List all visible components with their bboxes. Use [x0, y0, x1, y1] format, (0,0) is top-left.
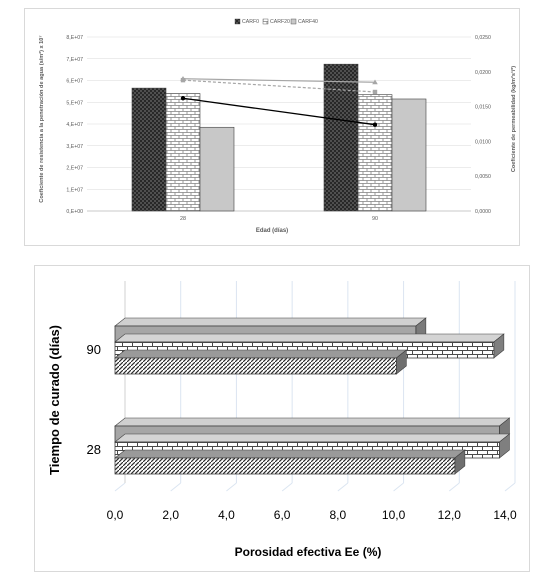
y2-axis-title: Coeficiente de permeabilidad (kg/m²s¹/²) [510, 66, 517, 172]
y-tick-label: 90 [87, 342, 101, 357]
x-axis-title: Edad (días) [256, 228, 288, 234]
x-tick-label: 12,0 [438, 508, 462, 522]
permeability-line-2 [182, 78, 376, 83]
bar-series-2-28-top [114, 433, 511, 443]
y2-tick-label: 0,0250 [475, 35, 491, 41]
permeability-line-3 [182, 79, 376, 93]
bar-series-3-90-top [114, 317, 427, 327]
bar-carf40-28 [199, 126, 235, 212]
y-tick-label: 7,E+07 [66, 57, 83, 63]
y-tick-label: 3,E+07 [66, 144, 83, 150]
y2-tick-label: 0,0200 [475, 70, 491, 76]
gridline-floor [281, 482, 293, 492]
x-tick-label: 90 [372, 216, 378, 222]
legend-swatch-carf40 [290, 18, 297, 25]
bar-carf20-28 [165, 93, 201, 212]
legend-label-carf0: CARF0 [242, 19, 259, 25]
x-tick-label: 28 [180, 216, 186, 222]
bar-series-1-28 [114, 457, 456, 475]
x-tick-label: 14,0 [493, 508, 517, 522]
legend-swatch-carf20 [262, 18, 269, 25]
x-tick-label: 10,0 [382, 508, 406, 522]
bar-series-3-28-top [114, 417, 511, 427]
bar-carf0-28 [131, 87, 167, 212]
permeability-point-3-28 [180, 77, 186, 83]
chart-panel-porosity: 0,0 2,0 4,0 6,0 8,0 10,0 12,0 14,0 28 90 Porosida… [34, 265, 530, 572]
y2-tick-label: 0,0150 [475, 105, 491, 111]
y-tick-label: 1,E+07 [66, 187, 83, 193]
x-tick-label: 0,0 [107, 508, 124, 522]
gridline-floor [337, 482, 349, 492]
y-tick-label: 6,E+07 [66, 79, 83, 85]
legend-label-carf20: CARF20 [270, 19, 290, 25]
chart-panel-permeability: 0,E+00 1,E+07 2,E+07 3,E+07 4,E+07 5,E+07 6,E+… [24, 8, 520, 246]
permeability-point-1-28 [180, 96, 186, 101]
y-tick-label: 28 [87, 442, 101, 457]
legend-label-carf40: CARF40 [298, 19, 318, 25]
y-axis-title: Coeficiente de resistencia a la penetrac… [38, 35, 45, 203]
permeability-point-3-90 [372, 89, 378, 95]
x-tick-label: 8,0 [330, 508, 347, 522]
y2-tick-label: 0,0050 [475, 174, 491, 180]
x-tick-label: 4,0 [218, 508, 235, 522]
gridline-floor [114, 482, 126, 492]
y-tick-label: 2,E+07 [66, 166, 83, 172]
gridline-floor [170, 482, 182, 492]
permeability-point-1-90 [372, 122, 378, 127]
bar-carf40-90 [391, 98, 427, 212]
x-axis-title: Porosidad efectiva Ee (%) [235, 545, 382, 559]
gridline-floor [504, 482, 516, 492]
y-tick-label: 8,E+07 [66, 35, 83, 41]
bar-series-1-90-top [114, 349, 408, 359]
legend-swatch-carf0 [234, 18, 241, 25]
y2-tick-label: 0,0000 [475, 209, 491, 215]
bar-series-1-90 [114, 357, 397, 375]
x-tick-label: 2,0 [162, 508, 179, 522]
porosity-chart: 0,0 2,0 4,0 6,0 8,0 10,0 12,0 14,0 28 90 Porosida… [47, 281, 517, 559]
permeability-point-2-90 [372, 79, 378, 85]
y-tick-label: 5,E+07 [66, 100, 83, 106]
gridline-floor [393, 482, 404, 492]
gridline-floor [226, 482, 237, 492]
bar-carf20-90 [357, 94, 393, 212]
y-axis-title: Tiempo de curado (días) [47, 325, 62, 475]
x-tick-label: 6,0 [274, 508, 291, 522]
bar-series-1-28-top [114, 449, 466, 459]
gridline-floor [448, 482, 460, 492]
bar-carf0-90 [323, 63, 359, 212]
permeability-chart: 0,E+00 1,E+07 2,E+07 3,E+07 4,E+07 5,E+07 6,E+… [38, 18, 517, 234]
y-tick-label: 4,E+07 [66, 122, 83, 128]
y2-tick-label: 0,0100 [475, 139, 491, 145]
permeability-line-1 [182, 97, 376, 126]
bar-series-2-90-top [114, 333, 505, 343]
y-tick-label: 0,E+00 [66, 209, 83, 215]
